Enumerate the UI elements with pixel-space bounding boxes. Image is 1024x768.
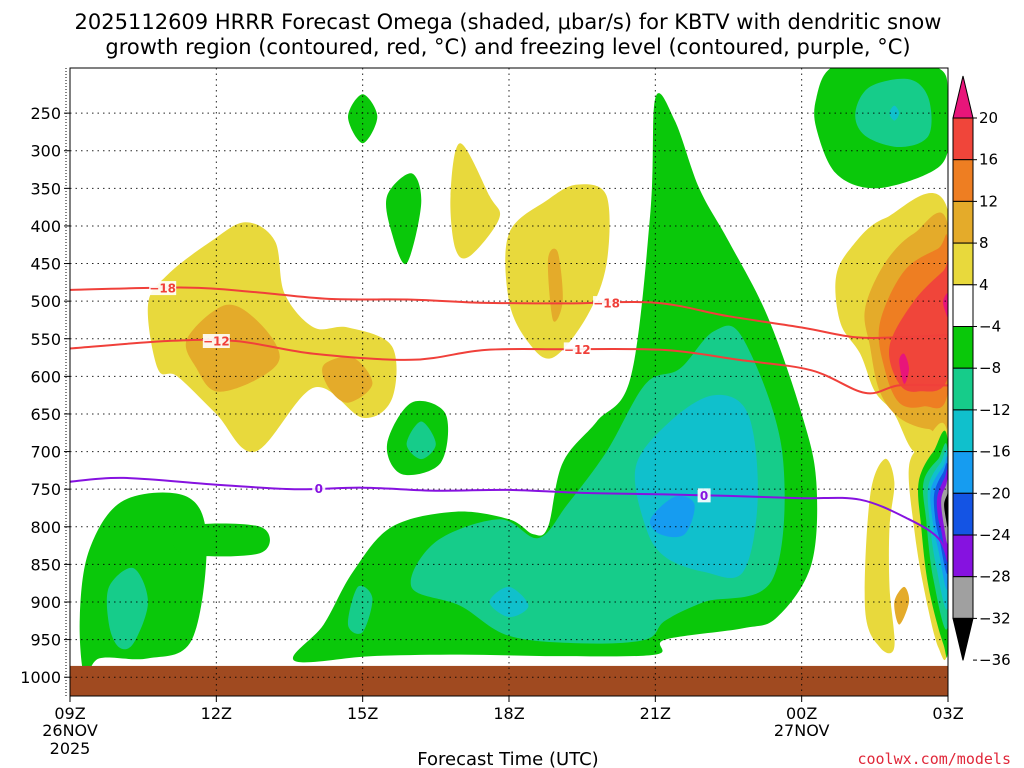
contour-layer: −18 −18 −12 −12 0 0 [70,281,948,561]
x-tick-label-12Z: 12Z [201,704,232,723]
colorbar-label-11: −28 [979,568,1011,586]
colorbar-label-6: −8 [979,359,1001,377]
omega-shade-4 [185,304,280,392]
colorbar-bin-9 [952,451,974,494]
y-tick-label-700: 700 [30,443,61,462]
y-tick-label-400: 400 [30,217,61,236]
colorbar-label-0: 20 [979,109,998,127]
ground-surface [70,665,948,696]
contour-label-bg-0-0 [312,481,326,496]
y-tick-label-600: 600 [30,367,61,386]
colorbar-label-12: −32 [979,609,1011,627]
colorbar-bin-12 [952,576,974,619]
y-tick-label-900: 900 [30,593,61,612]
y-tick-label-350: 350 [30,179,61,198]
chart-title-line-2: growth region (contoured, red, °C) and f… [105,35,910,59]
y-tick-label-500: 500 [30,292,61,311]
x-tick-year-09Z: 2025 [50,739,91,758]
omega-shade-38 [944,491,948,528]
y-tick-label-850: 850 [30,555,61,574]
omega-shade-37 [941,479,948,544]
omega-shade-1 [106,567,148,650]
colorbar-top-arrow [952,75,974,119]
omega-shade-12 [406,421,436,460]
y-tick-label-650: 650 [30,405,61,424]
colorbar-bin-7 [952,367,974,411]
colorbar-bin-4 [952,242,974,286]
colorbar-bin-6 [952,326,974,369]
colorbar-label-10: −24 [979,526,1011,544]
contour-line--12 [70,338,948,395]
colorbar-bin-1 [952,117,974,161]
colorbar-label-13: −36 [979,651,1011,669]
colorbar-label-2: 12 [979,192,998,210]
gridlines [70,68,948,696]
colorbar-bin-8 [952,409,974,453]
contour-label-bg-0-1 [697,488,711,503]
contour-label-bg--12-1 [563,342,591,357]
contour-label--18-0: −18 [149,282,176,296]
omega-shade-5 [322,356,373,403]
contour-line-0 [70,476,948,561]
contour-label-0-1: 0 [700,489,708,503]
omega-shade-28 [864,458,895,654]
x-tick-date-00Z: 27NOV [774,721,830,740]
x-tick-label-18Z: 18Z [493,704,524,723]
colorbar-label-7: −12 [979,401,1011,419]
omega-shade-2 [172,523,270,557]
colorbar-label-9: −20 [979,484,1011,502]
omega-shade-16 [649,495,695,538]
y-tick-label-450: 450 [30,255,61,274]
omega-shade-7 [386,173,422,265]
x-tick-label-03Z: 03Z [932,704,963,723]
contour-label--12-0: −12 [203,335,230,349]
x-tick-label-15Z: 15Z [347,704,378,723]
y-axis: 250 300 350 400 450 500 550 600 650 700 750 800 850 9… [20,68,70,696]
colorbar-bin-5 [952,284,974,327]
omega-shade-29 [894,586,910,625]
omega-shade-18 [347,585,373,634]
chart-title-line-1: 2025112609 HRRR Forecast Omega (shaded, … [75,10,942,34]
y-tick-label-950: 950 [30,631,61,650]
omega-shade-21 [889,105,900,121]
omega-shade-27 [943,293,948,318]
y-tick-label-250: 250 [30,104,61,123]
contour-label--18-1: −18 [593,297,620,311]
y-tick-label-800: 800 [30,518,61,537]
colorbar-label-8: −16 [979,443,1011,461]
colorbar-bin-10 [952,492,974,536]
omega-shade-8 [450,143,501,259]
colorbar-bin-2 [952,159,974,202]
contour-label-0-0: 0 [315,482,323,496]
y-tick-label-750: 750 [30,480,61,499]
colorbar-bin-3 [952,200,974,244]
colorbar-label-3: 8 [979,234,989,252]
colorbar-bin-11 [952,534,974,578]
contour-line--18 [70,286,948,340]
x-axis-label: Forecast Time (UTC) [417,749,598,768]
x-tick-label-21Z: 21Z [640,704,671,723]
y-tick-label-1000: 1000 [20,668,61,687]
surface-layer [70,665,948,696]
colorbar-label-4: 4 [979,276,989,294]
y-tick-label-550: 550 [30,330,61,349]
credit-text: coolwx.com/models [857,750,1011,768]
x-tick-date-09Z: 26NOV [42,721,98,740]
colorbar-label-5: −4 [979,318,1001,336]
colorbar-label-1: 16 [979,151,998,169]
contour-label--12-1: −12 [564,343,591,357]
contour-label-bg--12-0 [202,334,230,349]
y-tick-label-300: 300 [30,142,61,161]
contour-label-bg--18-0 [149,281,177,296]
x-tick-label-00Z: 00Z [786,704,817,723]
omega-colorbar: 20 16 12 8 4 −4 −8 −12 −16 −20 −24 −28 −32 −36 [952,75,1011,669]
x-tick-label-09Z: 09Z [54,704,85,723]
contour-label-bg--18-1 [593,296,621,311]
colorbar-bottom-arrow [952,617,974,661]
